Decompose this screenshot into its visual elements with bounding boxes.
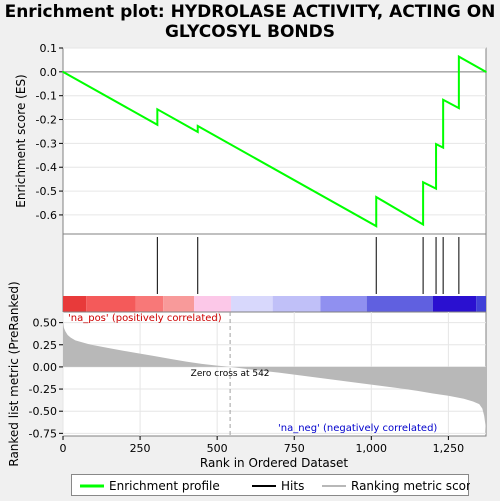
heat-segment xyxy=(272,296,321,312)
heat-segment xyxy=(63,296,87,312)
rank-ytick-label: -0.75 xyxy=(29,427,57,440)
rank-xtick-label: 250 xyxy=(130,442,151,455)
es-point xyxy=(442,98,444,101)
rank-xtick-label: 1,000 xyxy=(356,442,388,455)
heat-segment xyxy=(366,296,433,312)
es-point xyxy=(458,107,460,109)
es-points xyxy=(62,55,487,227)
heat-segment xyxy=(432,296,477,312)
es-point xyxy=(375,196,378,198)
hits-group xyxy=(156,237,460,294)
es-ytick-label: -0.1 xyxy=(36,90,57,103)
legend-metric-label: Ranking metric scores xyxy=(351,479,470,493)
ranking-metric-area xyxy=(63,320,486,434)
es-ytick-label: -0.6 xyxy=(36,209,57,222)
es-point xyxy=(458,55,460,58)
heat-segment xyxy=(231,296,273,312)
es-ytick-label: 0.0 xyxy=(40,66,58,79)
es-ytick-label: -0.2 xyxy=(36,114,57,127)
es-grid xyxy=(63,47,486,216)
es-ytick-label: -0.4 xyxy=(36,161,57,174)
rank-ytick-label: -0.25 xyxy=(29,383,57,396)
neg-label: 'na_neg' (negatively correlated) xyxy=(278,423,437,434)
plot-title: Enrichment plot: HYDROLASE ACTIVITY, ACT… xyxy=(4,2,496,42)
es-point xyxy=(156,123,159,126)
rank-ytick-label: 0.25 xyxy=(33,339,58,352)
es-ytick-label: 0.1 xyxy=(40,42,58,55)
rank-ylabel: Ranked list metric (PreRanked) xyxy=(7,281,21,466)
heat-segment xyxy=(194,296,232,312)
heat-segment xyxy=(163,296,195,312)
heat-segment xyxy=(135,296,164,312)
rank-xtick-label: 1,250 xyxy=(433,442,465,455)
es-point xyxy=(422,181,424,184)
heat-segment xyxy=(320,296,367,312)
es-point xyxy=(196,131,199,133)
rank-ytick-label: -0.50 xyxy=(29,405,57,418)
legend-es-label: Enrichment profile xyxy=(109,479,220,493)
legend: Enrichment profile Hits Ranking metric s… xyxy=(71,474,484,496)
rank-xaxis: 0 250 500 750 1,000 1,250 xyxy=(60,436,465,455)
pos-label: 'na_pos' (positively correlated) xyxy=(68,313,222,324)
es-point xyxy=(156,108,159,111)
heat-segment xyxy=(86,296,136,312)
rank-xtick-label: 0 xyxy=(60,442,67,455)
rank-xtick-label: 750 xyxy=(284,442,305,455)
es-point xyxy=(375,225,378,227)
zero-cross-label: Zero cross at 542 xyxy=(191,369,270,379)
es-point xyxy=(62,71,64,73)
legend-hits-label: Hits xyxy=(281,479,304,493)
rank-xlabel: Rank in Ordered Dataset xyxy=(200,456,348,470)
es-panel-frame xyxy=(62,47,487,235)
es-point xyxy=(442,146,444,149)
es-point xyxy=(485,71,487,73)
rank-ytick-label: 0.00 xyxy=(33,361,58,374)
legend-svg: Enrichment profile Hits Ranking metric s… xyxy=(80,479,484,493)
es-ytick-label: -0.5 xyxy=(36,185,57,198)
es-yaxis: 0.1 0.0 -0.1 -0.2 -0.3 -0.4 -0.5 -0.6 xyxy=(36,42,63,222)
rank-ytick-label: 0.50 xyxy=(33,317,58,330)
enrichment-profile-line xyxy=(62,54,487,228)
es-point xyxy=(435,187,437,190)
rank-yaxis: 0.50 0.25 0.00 -0.25 -0.50 -0.75 xyxy=(29,317,63,440)
heat-bar xyxy=(63,296,486,312)
es-ytick-label: -0.3 xyxy=(36,137,57,150)
es-point xyxy=(422,223,424,226)
es-ylabel: Enrichment score (ES) xyxy=(14,74,28,207)
heat-segment xyxy=(476,296,486,312)
es-point xyxy=(435,143,437,145)
es-point xyxy=(196,125,199,127)
rank-xtick-label: 500 xyxy=(207,442,228,455)
